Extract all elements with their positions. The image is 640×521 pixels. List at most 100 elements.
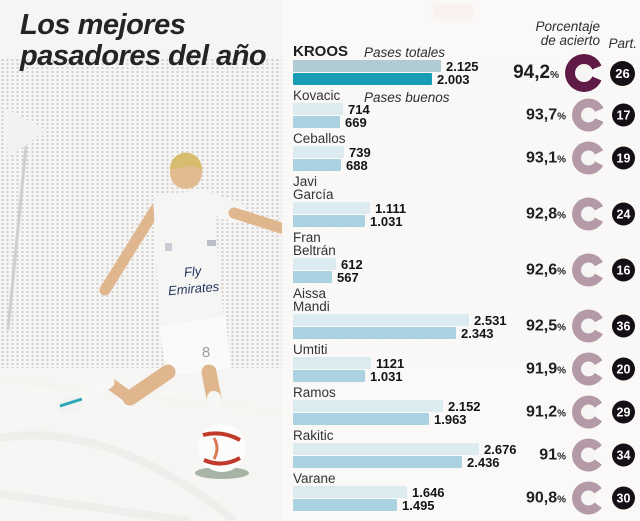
accuracy-percentage: 91,9% [525, 360, 566, 377]
player-name: Rakitic [293, 428, 334, 443]
participation-column-header: Part. [608, 36, 637, 51]
participation-badge: 26 [610, 60, 635, 86]
player-row: Umtiti 1121 1.031 91,9% 20 [293, 342, 640, 386]
good-passes-value: 688 [346, 157, 368, 173]
total-passes-value: 2.152 [448, 398, 481, 414]
accuracy-ring-icon [565, 54, 603, 92]
accuracy-percentage: 92,5% [525, 317, 566, 334]
good-passes-value: 1.963 [434, 411, 467, 427]
good-passes-value: 2.343 [461, 325, 494, 341]
total-passes-bar [293, 202, 370, 214]
good-passes-bar [293, 327, 456, 339]
good-passes-bar [293, 370, 365, 382]
player-row: Ramos 2.152 1.963 91,2% 29 [293, 385, 640, 429]
accuracy-percentage: 93,7% [525, 106, 566, 123]
good-passes-bar [293, 456, 462, 468]
player-name: KROOS [293, 43, 349, 60]
total-passes-bar [293, 314, 469, 326]
good-passes-bar [293, 73, 432, 85]
accuracy-percentage: 91% [539, 446, 566, 463]
title-line-1: Los mejores [20, 9, 186, 41]
player-row: KROOS 2.125 2.003 94,2% 26 [293, 43, 640, 92]
corner-flag-icon [4, 108, 46, 331]
good-passes-bar [293, 271, 332, 283]
accuracy-ring-icon [572, 253, 605, 287]
participation-badge: 19 [612, 146, 635, 170]
participation-badge: 20 [612, 357, 635, 381]
player-row: Rakitic 2.676 2.436 91% 34 [293, 428, 640, 472]
player-name: Javi García [293, 174, 334, 202]
player-name: Ceballos [293, 131, 346, 146]
title-line-2: pasadores del año [20, 40, 267, 72]
participation-badge: 30 [612, 486, 635, 510]
participation-badge: 36 [612, 314, 635, 338]
accuracy-ring-icon [572, 395, 605, 429]
player-row: Fran Beltrán 612 567 92,6% 16 [293, 230, 640, 287]
total-passes-bar [293, 258, 336, 270]
player-name: Aissa Mandi [293, 286, 330, 314]
participation-badge: 29 [612, 400, 635, 424]
good-passes-value: 2.436 [467, 454, 500, 470]
total-passes-bar [293, 486, 407, 498]
player-name: Kovacic [293, 88, 341, 103]
player-name: Fran Beltrán [293, 230, 336, 258]
player-rows: KROOS 2.125 2.003 94,2% 26 Kovacic 714 6… [282, 0, 640, 521]
accuracy-percentage: 91,2% [525, 403, 566, 420]
football-icon [195, 424, 249, 479]
accuracy-ring-icon [572, 481, 605, 515]
total-passes-value: 2.676 [484, 441, 517, 457]
participation-badge: 24 [612, 202, 635, 226]
player-illustration: Fly Emirates 8 [56, 152, 287, 443]
total-passes-bar [293, 400, 443, 412]
chart-panel: Porcentaje de acierto Part. Pases totale… [282, 0, 640, 521]
shorts-number: 8 [202, 344, 210, 361]
accuracy-percentage: 94,2% [513, 62, 559, 83]
player-row: Varane 1.646 1.495 90,8% 30 [293, 471, 640, 515]
good-passes-value: 1.495 [402, 497, 435, 513]
good-passes-bar [293, 116, 340, 128]
accuracy-percentage: 92,6% [525, 261, 566, 278]
accuracy-percentage: 92,8% [525, 205, 566, 222]
participation-badge: 17 [612, 103, 635, 127]
player-row: Aissa Mandi 2.531 2.343 92,5% 36 [293, 286, 640, 343]
total-passes-value: 1121 [376, 355, 405, 371]
good-passes-value: 567 [337, 269, 359, 285]
total-passes-value: 1.111 [375, 200, 407, 216]
participation-badge: 34 [612, 443, 635, 467]
accuracy-percentage: 90,8% [525, 489, 566, 506]
player-row: Ceballos 739 688 93,1% 19 [293, 131, 640, 175]
accuracy-ring-icon [572, 141, 605, 175]
good-passes-value: 1.031 [370, 213, 403, 229]
total-passes-bar [293, 103, 343, 115]
jersey-sponsor-text: Emirates [167, 279, 220, 298]
player-name: Ramos [293, 385, 336, 400]
accuracy-ring-icon [572, 352, 605, 386]
good-passes-bar [293, 413, 429, 425]
player-name: Varane [293, 471, 336, 486]
player-row: Kovacic 714 669 93,7% 17 [293, 88, 640, 132]
accuracy-ring-icon [572, 197, 605, 231]
participation-badge: 16 [612, 258, 635, 282]
player-name: Umtiti [293, 342, 328, 357]
accuracy-percentage: 93,1% [525, 149, 566, 166]
good-passes-value: 1.031 [370, 368, 403, 384]
total-passes-value: 1.646 [412, 484, 445, 500]
infographic-title: Los mejores pasadores del año [20, 9, 267, 72]
total-passes-bar [293, 146, 344, 158]
good-passes-value: 669 [345, 114, 367, 130]
good-passes-bar [293, 499, 397, 511]
jersey-sponsor-text: Fly [183, 263, 203, 280]
accuracy-ring-icon [572, 309, 605, 343]
good-passes-value: 2.003 [437, 71, 470, 87]
accuracy-ring-icon [572, 438, 605, 472]
accuracy-column-header: Porcentaje de acierto [535, 19, 600, 48]
total-passes-value: 2.125 [446, 58, 479, 74]
total-passes-value: 714 [348, 101, 370, 117]
good-passes-bar [293, 215, 365, 227]
total-passes-value: 739 [349, 144, 371, 160]
accuracy-ring-icon [572, 98, 605, 132]
legend-good-passes: Pases buenos [364, 90, 450, 105]
good-passes-bar [293, 159, 341, 171]
